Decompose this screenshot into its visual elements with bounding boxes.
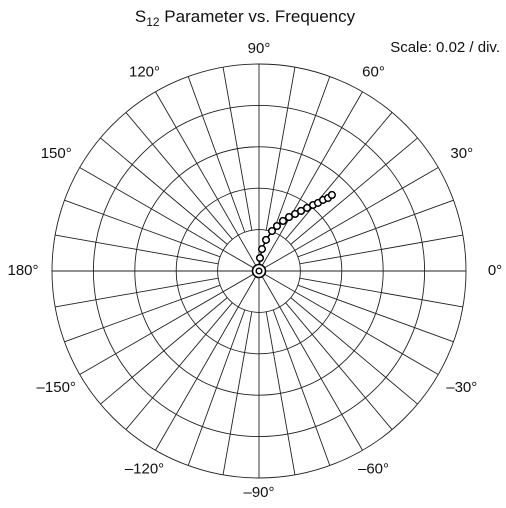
spoke: [258, 167, 439, 272]
angle-label: 0°: [488, 262, 502, 279]
point: [284, 213, 294, 222]
angle-label: –60°: [358, 460, 389, 477]
angle-label: 120°: [129, 64, 160, 81]
point: [257, 245, 267, 254]
angle-label: –150°: [37, 379, 76, 396]
title-main: S: [135, 7, 146, 26]
spoke: [155, 91, 260, 272]
ring: [175, 187, 343, 355]
angle-label: –90°: [243, 484, 274, 501]
title-rest: Parameter vs. Frequency: [160, 7, 356, 26]
spoke: [258, 270, 439, 375]
point: [261, 235, 271, 244]
spoke: [258, 91, 363, 272]
title-subscript: 12: [146, 15, 160, 29]
spoke: [79, 270, 260, 375]
point: [278, 216, 288, 226]
angle-label: 150°: [41, 145, 72, 162]
spoke: [155, 270, 260, 451]
angle-label: 30°: [450, 145, 473, 162]
point: [267, 226, 277, 236]
angle-label: –30°: [446, 379, 477, 396]
ring: [92, 104, 426, 438]
angle-label: 180°: [7, 262, 38, 279]
scale-annotation: Scale: 0.02 / div.: [390, 39, 500, 56]
angle-label: –120°: [125, 460, 164, 477]
spoke: [79, 167, 260, 272]
point: [272, 221, 282, 231]
point: [327, 190, 336, 200]
ring: [51, 63, 467, 479]
angle-label: 90°: [248, 40, 271, 57]
point: [255, 267, 263, 275]
ring: [134, 146, 384, 396]
chart-title: S12 Parameter vs. Frequency: [135, 7, 356, 29]
angle-label: 60°: [362, 64, 385, 81]
spoke: [258, 270, 363, 451]
ring: [217, 229, 301, 313]
point: [255, 253, 265, 263]
point: [296, 206, 306, 216]
